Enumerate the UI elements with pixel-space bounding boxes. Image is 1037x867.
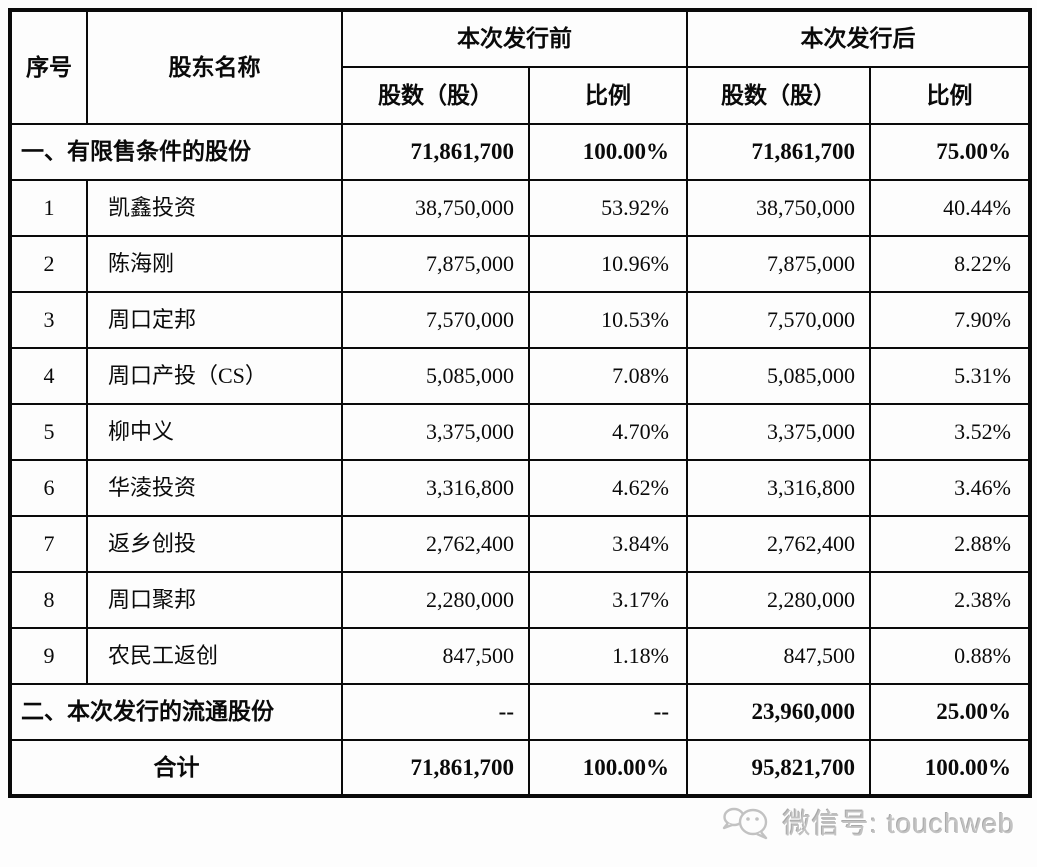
table-row: 9 农民工返创 847,500 1.18% 847,500 0.88%: [9, 627, 1031, 685]
cell-after-ratio: 2.38%: [869, 571, 1031, 629]
table-row: 8 周口聚邦 2,280,000 3.17% 2,280,000 2.38%: [9, 571, 1031, 629]
table-row: 5 柳中义 3,375,000 4.70% 3,375,000 3.52%: [9, 403, 1031, 461]
table-row: 7 返乡创投 2,762,400 3.84% 2,762,400 2.88%: [9, 515, 1031, 573]
cell-after-ratio: 3.52%: [869, 403, 1031, 461]
table-row: 1 凯鑫投资 38,750,000 53.92% 38,750,000 40.4…: [9, 179, 1031, 237]
wechat-icon: [721, 801, 773, 843]
cell-seq: 6: [9, 459, 88, 517]
section-row-restricted-shares: 一、有限售条件的股份 71,861,700 100.00% 71,861,700…: [9, 123, 1031, 181]
cell-shareholder-name: 柳中义: [86, 403, 343, 461]
total-label: 合计: [9, 739, 343, 797]
cell-seq: 4: [9, 347, 88, 405]
cell-after-ratio: 40.44%: [869, 179, 1031, 237]
cell-after-ratio: 75.00%: [869, 123, 1031, 181]
cell-seq: 1: [9, 179, 88, 237]
cell-before-shares: 5,085,000: [341, 347, 530, 405]
cell-before-ratio: 3.84%: [528, 515, 688, 573]
section-row-circulating-shares: 二、本次发行的流通股份 -- -- 23,960,000 25.00%: [9, 683, 1031, 741]
cell-before-shares: 3,375,000: [341, 403, 530, 461]
header-ratio-before: 比例: [528, 66, 688, 125]
cell-seq: 2: [9, 235, 88, 293]
cell-after-ratio: 8.22%: [869, 235, 1031, 293]
cell-after-ratio: 0.88%: [869, 627, 1031, 685]
cell-seq: 3: [9, 291, 88, 349]
cell-before-shares: 847,500: [341, 627, 530, 685]
cell-after-shares: 7,570,000: [686, 291, 871, 349]
cell-before-ratio: 10.96%: [528, 235, 688, 293]
cell-seq: 5: [9, 403, 88, 461]
cell-after-shares: 3,375,000: [686, 403, 871, 461]
cell-shareholder-name: 凯鑫投资: [86, 179, 343, 237]
cell-after-shares: 847,500: [686, 627, 871, 685]
cell-shareholder-name: 周口聚邦: [86, 571, 343, 629]
table-row: 2 陈海刚 7,875,000 10.96% 7,875,000 8.22%: [9, 235, 1031, 293]
cell-before-shares: 71,861,700: [341, 123, 530, 181]
cell-after-shares: 2,280,000: [686, 571, 871, 629]
cell-before-shares: 7,875,000: [341, 235, 530, 293]
cell-after-shares: 23,960,000: [686, 683, 871, 741]
cell-after-ratio: 7.90%: [869, 291, 1031, 349]
cell-after-ratio: 2.88%: [869, 515, 1031, 573]
wechat-watermark: 微信号: touchweb: [721, 799, 1015, 845]
cell-before-ratio: 1.18%: [528, 627, 688, 685]
cell-shareholder-name: 陈海刚: [86, 235, 343, 293]
cell-before-ratio: 4.70%: [528, 403, 688, 461]
cell-after-shares: 38,750,000: [686, 179, 871, 237]
cell-shareholder-name: 华淩投资: [86, 459, 343, 517]
cell-before-ratio: 100.00%: [528, 739, 688, 797]
cell-before-ratio: 7.08%: [528, 347, 688, 405]
cell-after-shares: 7,875,000: [686, 235, 871, 293]
cell-before-shares: 3,316,800: [341, 459, 530, 517]
cell-after-ratio: 100.00%: [869, 739, 1031, 797]
cell-before-ratio: --: [528, 683, 688, 741]
cell-after-ratio: 3.46%: [869, 459, 1031, 517]
cell-before-shares: 38,750,000: [341, 179, 530, 237]
cell-before-ratio: 53.92%: [528, 179, 688, 237]
shareholding-table: 序号 股东名称 本次发行前 本次发行后 股数（股） 比例 股数（股） 比例 一、…: [8, 8, 1032, 798]
header-shares-after: 股数（股）: [686, 66, 871, 125]
cell-shareholder-name: 周口产投（CS）: [86, 347, 343, 405]
table-row: 4 周口产投（CS） 5,085,000 7.08% 5,085,000 5.3…: [9, 347, 1031, 405]
header-group-after-issue: 本次发行后: [686, 9, 1031, 68]
table-body: 一、有限售条件的股份 71,861,700 100.00% 71,861,700…: [9, 123, 1031, 797]
cell-after-shares: 2,762,400: [686, 515, 871, 573]
cell-before-shares: 71,861,700: [341, 739, 530, 797]
wechat-id-label: 微信号: touchweb: [782, 808, 1015, 839]
section-label: 一、有限售条件的股份: [9, 123, 343, 181]
cell-before-shares: 7,570,000: [341, 291, 530, 349]
cell-shareholder-name: 返乡创投: [86, 515, 343, 573]
header-shareholder-name: 股东名称: [86, 9, 343, 125]
cell-seq: 7: [9, 515, 88, 573]
header-shares-before: 股数（股）: [341, 66, 530, 125]
cell-shareholder-name: 农民工返创: [86, 627, 343, 685]
table-header: 序号 股东名称 本次发行前 本次发行后 股数（股） 比例 股数（股） 比例: [9, 9, 1031, 125]
cell-before-shares: 2,762,400: [341, 515, 530, 573]
table-row: 3 周口定邦 7,570,000 10.53% 7,570,000 7.90%: [9, 291, 1031, 349]
header-seq: 序号: [9, 9, 88, 125]
table-row: 6 华淩投资 3,316,800 4.62% 3,316,800 3.46%: [9, 459, 1031, 517]
cell-before-ratio: 100.00%: [528, 123, 688, 181]
header-row-subcolumns: 股数（股） 比例 股数（股） 比例: [10, 66, 1031, 125]
cell-before-ratio: 10.53%: [528, 291, 688, 349]
cell-before-ratio: 4.62%: [528, 459, 688, 517]
cell-after-ratio: 5.31%: [869, 347, 1031, 405]
cell-shareholder-name: 周口定邦: [86, 291, 343, 349]
header-ratio-after: 比例: [869, 66, 1031, 125]
cell-seq: 8: [9, 571, 88, 629]
cell-seq: 9: [9, 627, 88, 685]
cell-after-shares: 95,821,700: [686, 739, 871, 797]
header-group-before-issue: 本次发行前: [341, 9, 688, 68]
cell-after-ratio: 25.00%: [869, 683, 1031, 741]
cell-after-shares: 71,861,700: [686, 123, 871, 181]
cell-before-ratio: 3.17%: [528, 571, 688, 629]
section-label: 二、本次发行的流通股份: [9, 683, 343, 741]
cell-before-shares: 2,280,000: [341, 571, 530, 629]
cell-after-shares: 5,085,000: [686, 347, 871, 405]
cell-after-shares: 3,316,800: [686, 459, 871, 517]
header-row-groups: 序号 股东名称 本次发行前 本次发行后: [9, 9, 1031, 125]
total-row: 合计 71,861,700 100.00% 95,821,700 100.00%: [9, 739, 1031, 797]
cell-before-shares: --: [341, 683, 530, 741]
